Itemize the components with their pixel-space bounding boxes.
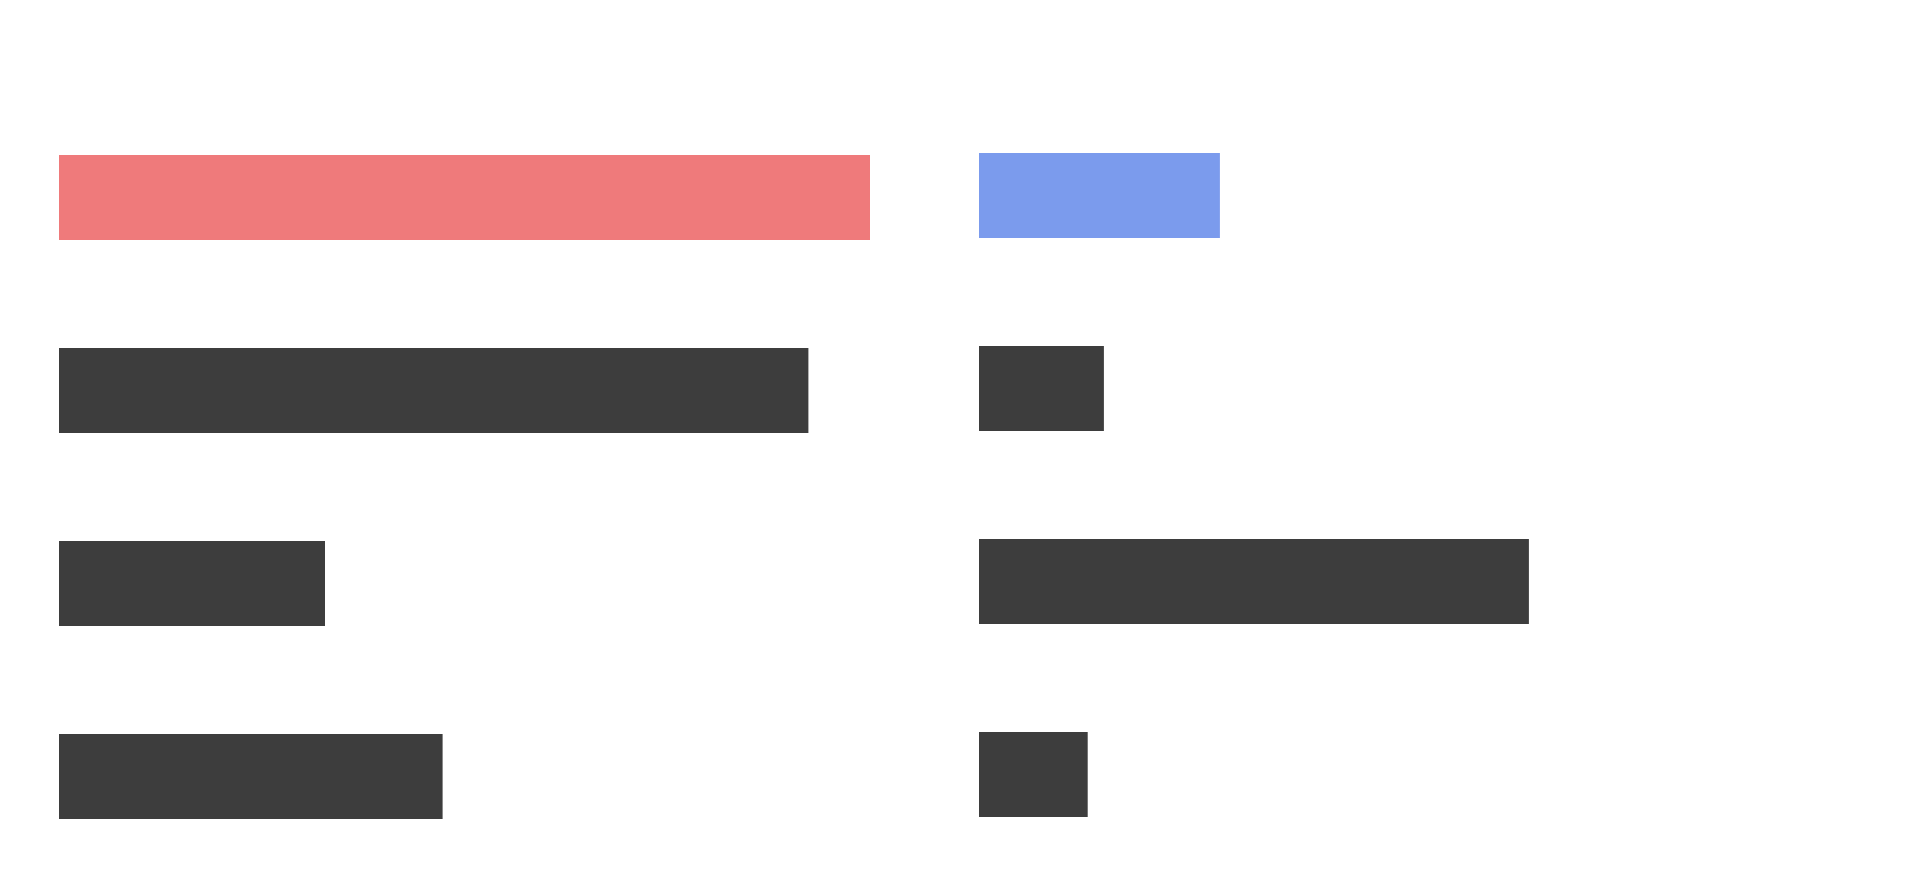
chart-panel-right — [979, 153, 1529, 817]
bar-right-1 — [979, 153, 1220, 238]
bar-left-4 — [59, 734, 443, 819]
bar-right-2 — [979, 346, 1104, 431]
bar-left-2 — [59, 348, 809, 433]
bar-left-3 — [59, 541, 325, 626]
chart-panel-left — [59, 155, 870, 819]
bar-right-3 — [979, 539, 1529, 624]
bar-right-4 — [979, 732, 1088, 817]
bar-left-1 — [59, 155, 870, 240]
